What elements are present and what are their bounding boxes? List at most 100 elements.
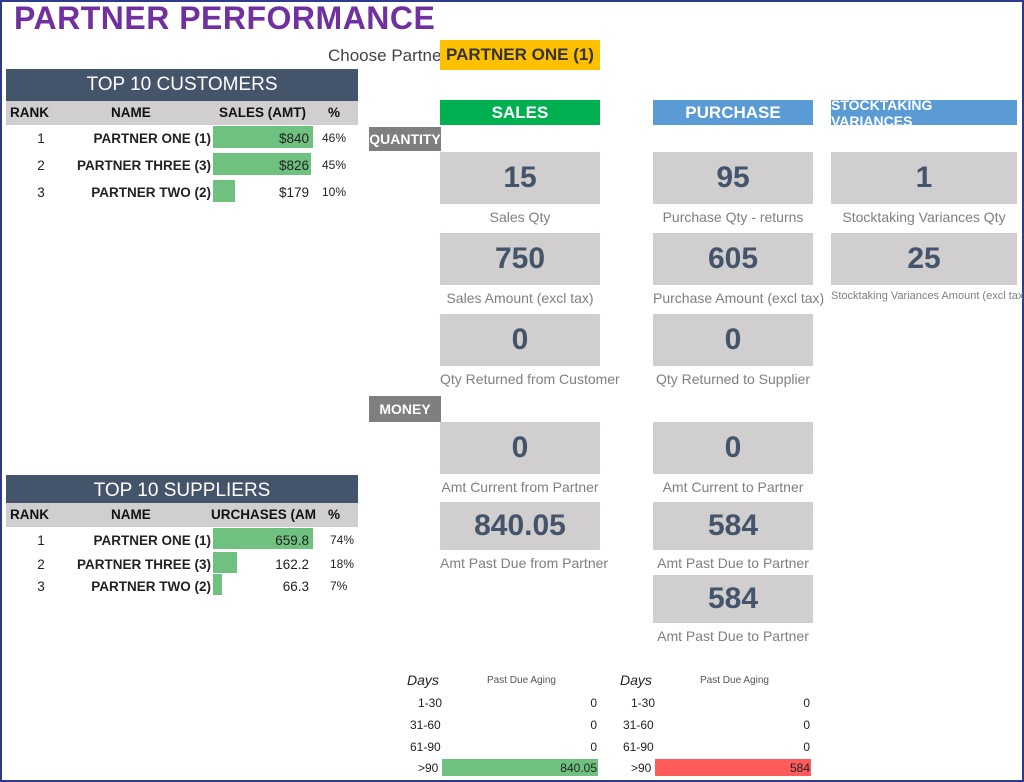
sales-bar (213, 180, 235, 202)
aging-range: >90 (631, 761, 652, 775)
purchases-value: 659.8 (275, 533, 309, 548)
aging-sales-sub-label: Past Due Aging (487, 675, 556, 686)
table-row: 2 PARTNER THREE (3) $826 45% (6, 153, 358, 179)
aging-row: 31-60 0 (593, 714, 815, 736)
aging-value: 0 (803, 718, 810, 732)
purchases-bar (213, 574, 222, 595)
purchases-bar (213, 552, 237, 573)
sales-bar (213, 126, 313, 148)
pct-cell: 7% (330, 579, 348, 593)
sales-value: $826 (278, 158, 309, 173)
sales-amount-caption: Sales Amount (excl tax) (446, 290, 594, 306)
purchase-header: PURCHASE (653, 100, 813, 125)
table-row: 3 PARTNER TWO (2) 66.3 7% (6, 574, 358, 600)
aging-value: 584 (789, 761, 810, 775)
aging-bar (655, 759, 811, 776)
purchases-header: URCHASES (AM (211, 507, 317, 522)
sales-value: $179 (278, 185, 309, 200)
aging-range: 31-60 (410, 718, 441, 732)
money-section-label: MONEY (369, 396, 441, 422)
name-header: NAME (111, 105, 151, 120)
quantity-section-label: QUANTITY (369, 127, 441, 151)
rank-cell: 3 (37, 579, 45, 594)
rank-cell: 2 (37, 158, 45, 173)
table-row: 2 PARTNER THREE (3) 162.2 18% (6, 552, 358, 578)
amt-current-to-tile: 0 (653, 422, 813, 474)
qty-returned-customer-tile: 0 (440, 314, 600, 366)
aging-value: 840.05 (560, 761, 597, 775)
amt-current-to-caption: Amt Current to Partner (662, 479, 804, 495)
amt-past-due-from-caption: Amt Past Due from Partner (440, 555, 609, 571)
stocktaking-qty-tile: 1 (831, 152, 1017, 204)
sales-qty-tile: 15 (440, 152, 600, 204)
aging-row: 1-30 0 (380, 692, 602, 714)
stocktaking-header: STOCKTAKING VARIANCES (831, 97, 1017, 129)
sales-bar (213, 153, 311, 175)
aging-value: 0 (590, 696, 597, 710)
sales-header: SALES (AMT) (219, 105, 306, 120)
suppliers-column-header: RANK NAME URCHASES (AM % (6, 503, 358, 527)
aging-row: 1-30 0 (593, 692, 815, 714)
purchases-bar (213, 528, 313, 549)
sales-amount-tile: 750 (440, 233, 600, 285)
aging-range: 61-90 (623, 740, 654, 754)
suppliers-table-title: TOP 10 SUPPLIERS (6, 475, 358, 507)
sales-header: SALES (440, 100, 600, 125)
table-row: 1 PARTNER ONE (1) $840 46% (6, 126, 358, 152)
name-cell: PARTNER TWO (2) (91, 185, 211, 200)
purchases-value: 162.2 (275, 557, 309, 572)
aging-range: 31-60 (623, 718, 654, 732)
rank-cell: 1 (37, 533, 45, 548)
pct-cell: 74% (330, 533, 355, 547)
qty-returned-supplier-caption: Qty Returned to Supplier (655, 371, 811, 387)
aging-range: 1-30 (418, 696, 443, 710)
name-cell: PARTNER ONE (1) (93, 131, 211, 146)
amt-past-due-to-caption: Amt Past Due to Partner (657, 555, 809, 571)
aging-range: 1-30 (631, 696, 656, 710)
aging-row: 31-60 0 (380, 714, 602, 736)
aging-value: 0 (803, 740, 810, 754)
aging-range: 61-90 (410, 740, 441, 754)
name-cell: PARTNER TWO (2) (91, 579, 211, 594)
sales-value: $840 (278, 131, 309, 146)
table-row: 1 PARTNER ONE (1) 659.8 74% (6, 528, 358, 554)
partner-select[interactable]: PARTNER ONE (1) (440, 40, 600, 70)
amt-current-from-caption: Amt Current from Partner (441, 479, 599, 495)
purchase-qty-caption: Purchase Qty - returns (662, 209, 804, 225)
stocktaking-amount-tile: 25 (831, 233, 1017, 285)
table-row: 3 PARTNER TWO (2) $179 10% (6, 180, 358, 206)
pct-header: % (328, 507, 341, 522)
purchase-qty-tile: 95 (653, 152, 813, 204)
aging-row: >90 584 (593, 759, 815, 777)
choose-partner-label: Choose Partner (328, 46, 448, 65)
purchase-amount-caption: Purchase Amount (excl tax) (653, 290, 825, 306)
page-title: PARTNER PERFORMANCE (14, 0, 436, 36)
pct-cell: 18% (330, 557, 355, 571)
pct-cell: 10% (322, 185, 347, 199)
amt-current-from-tile: 0 (440, 422, 600, 474)
pct-cell: 45% (322, 158, 347, 172)
pct-header: % (328, 105, 341, 120)
aging-row: 61-90 0 (380, 736, 602, 758)
aging-value: 0 (590, 718, 597, 732)
rank-header: RANK (10, 105, 49, 120)
aging-range: >90 (418, 761, 439, 775)
rank-cell: 2 (37, 557, 45, 572)
stocktaking-amount-caption: Stocktaking Variances Amount (excl tax) (831, 290, 1024, 302)
sales-qty-caption: Sales Qty (489, 209, 551, 225)
name-header: NAME (111, 507, 151, 522)
stocktaking-qty-caption: Stocktaking Variances Qty (842, 209, 1006, 225)
aging-purchase-days-label: Days (620, 672, 652, 688)
aging-value: 0 (803, 696, 810, 710)
aging-bar (442, 759, 598, 776)
rank-cell: 3 (37, 185, 45, 200)
amt-past-due-to-caption-2: Amt Past Due to Partner (657, 628, 809, 644)
aging-row: 61-90 0 (593, 736, 815, 758)
name-cell: PARTNER ONE (1) (93, 533, 211, 548)
aging-purchase-sub-label: Past Due Aging (700, 675, 769, 686)
qty-returned-supplier-tile: 0 (653, 314, 813, 366)
amt-past-due-to-tile: 584 (653, 502, 813, 550)
customers-table-title: TOP 10 CUSTOMERS (6, 69, 358, 101)
aging-value: 0 (590, 740, 597, 754)
